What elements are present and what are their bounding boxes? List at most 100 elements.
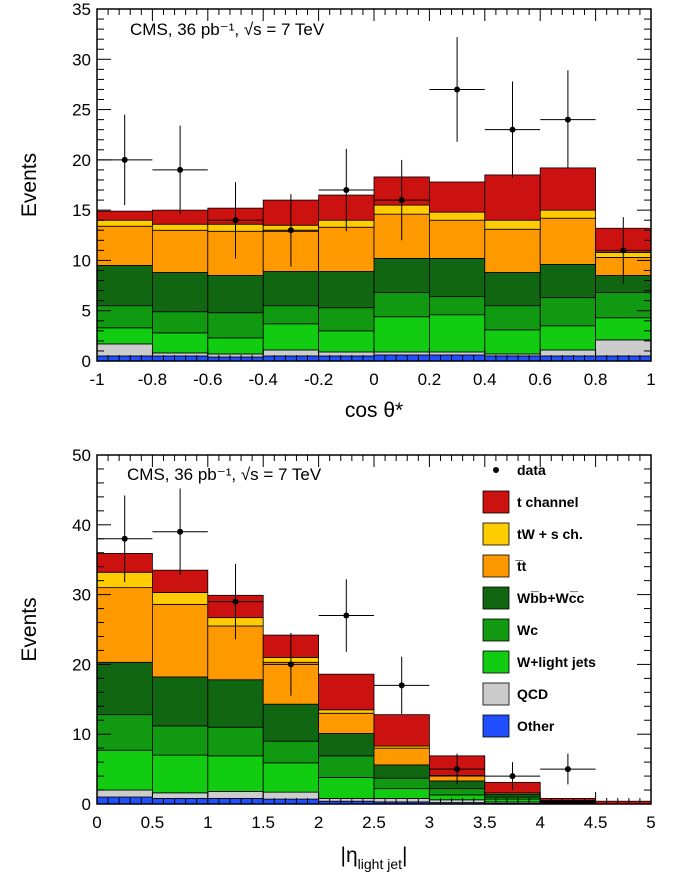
bar-wb-b-wc-c-bin-2 (207, 275, 264, 314)
bar-tw-s-ch-bin-1 (151, 223, 209, 231)
bar-w-light-jets-bin-5 (373, 316, 430, 353)
bar-wb-b-wc-c-bin-3 (262, 271, 320, 307)
bar-qcd-bin-1 (151, 352, 209, 357)
bar-tw-s-ch-bin-6 (428, 211, 486, 221)
bar-wb-b-wc-c-bin-1 (151, 272, 209, 313)
x-tick-label: -0.8 (138, 370, 167, 389)
data-point-4 (343, 187, 350, 194)
legend-swatch (482, 554, 510, 578)
bar-other-bin-6 (428, 354, 486, 362)
data-point-9 (620, 247, 627, 254)
legend-label: W+light jets (517, 654, 596, 670)
bar-other-bin-3 (262, 355, 320, 362)
x-axis-ticks: -1 -0.8 -0.6 -0.4 -0.2 0 0.2 0.4 0.6 0.8 1 (89, 9, 656, 389)
bar-wc-bin-8 (539, 297, 597, 327)
data-point-3 (287, 661, 294, 668)
legend-swatch (482, 682, 510, 706)
chart-top-cos-theta: -1 -0.8 -0.6 -0.4 -0.2 0 0.2 0.4 0.6 0.8 1 0 5 10 15 2… (18, 0, 656, 422)
bar-t-t-bin-1 (151, 229, 209, 273)
bar-other-bin-0 (96, 796, 153, 805)
y-tick-label: 35 (72, 0, 91, 19)
x-tick-label: 0.5 (141, 813, 165, 832)
bar-other-bin-9 (595, 355, 652, 362)
legend-label: Other (517, 718, 555, 734)
bar-wc-bin-4 (318, 755, 375, 778)
y-tick-label: 15 (72, 201, 91, 220)
y-axis-ticks: 0 5 10 15 20 25 30 35 (72, 0, 651, 371)
bar-wc-bin-0 (96, 305, 153, 329)
bar-wb-b-wc-c-bin-4 (318, 733, 375, 757)
bar-w-light-jets-bin-3 (262, 762, 320, 793)
legend-label: Wb̅b+Wc̅c (517, 590, 584, 606)
bar-wc-bin-2 (207, 312, 264, 339)
legend-marker-data (493, 467, 499, 473)
x-tick-label: 1 (646, 370, 655, 389)
bar-w-light-jets-bin-8 (539, 325, 597, 351)
bar-other-bin-0 (96, 355, 153, 362)
x-tick-label: 2.5 (362, 813, 386, 832)
y-tick-label: 20 (72, 655, 91, 674)
bar-qcd-bin-9 (595, 339, 652, 357)
legend-label: tW + s ch. (517, 526, 583, 542)
bar-wc-bin-1 (151, 311, 209, 334)
x-tick-label: 0.2 (418, 370, 442, 389)
bar-t-channel-bin-8 (539, 167, 597, 211)
x-tick-label: 5 (646, 813, 655, 832)
x-tick-label: -0.4 (249, 370, 278, 389)
x-axis-label-end: | (402, 844, 407, 867)
bar-qcd-bin-1 (151, 792, 209, 799)
data-points (97, 488, 596, 791)
x-tick-label: 2 (314, 813, 323, 832)
data-point-1 (177, 528, 184, 535)
bar-tw-s-ch-bin-0 (96, 219, 153, 227)
bar-qcd-bin-2 (207, 791, 264, 799)
bar-wb-b-wc-c-bin-0 (96, 661, 153, 716)
y-axis-label: Events (18, 153, 41, 217)
bar-qcd-bin-8 (539, 349, 597, 357)
bar-t-channel-bin-5 (373, 714, 430, 747)
legend-swatch (482, 522, 510, 546)
bar-t-t-bin-7 (484, 228, 541, 273)
legend-swatch (482, 586, 510, 610)
bar-w-light-jets-bin-6 (428, 314, 486, 353)
data-point-6 (454, 766, 461, 773)
bar-wc-bin-2 (207, 726, 264, 757)
data-point-7 (509, 773, 516, 780)
bar-other-bin-2 (207, 798, 264, 805)
x-axis-label: cos θ* (345, 399, 403, 422)
bar-t-t-bin-0 (96, 225, 153, 266)
x-axis-label-subscript: light jet (358, 856, 402, 872)
legend-swatch (482, 714, 510, 738)
bar-w-light-jets-bin-3 (262, 323, 320, 351)
bar-wc-bin-9 (595, 292, 652, 319)
bar-tw-s-ch-bin-7 (484, 219, 541, 230)
bar-wb-b-wc-c-bin-3 (262, 703, 320, 742)
legend-swatch (482, 490, 510, 514)
x-tick-label: 4 (535, 813, 544, 832)
bar-tw-s-ch-bin-1 (151, 592, 209, 605)
bar-wc-bin-0 (96, 714, 153, 751)
bar-t-t-bin-1 (151, 603, 209, 678)
bar-wb-b-wc-c-bin-8 (539, 264, 597, 299)
bar-w-light-jets-bin-1 (151, 754, 209, 794)
bar-w-light-jets-bin-4 (318, 330, 375, 353)
bar-tw-s-ch-bin-8 (539, 209, 597, 219)
data-point-8 (564, 116, 571, 123)
x-axis-label-main: |η (341, 844, 358, 867)
y-tick-label: 30 (72, 586, 91, 605)
x-tick-label: 0.8 (584, 370, 608, 389)
bar-wc-bin-6 (428, 296, 486, 316)
legend-label: t channel (517, 494, 578, 510)
y-tick-label: 0 (82, 352, 91, 371)
y-tick-label: 10 (72, 251, 91, 270)
legend: data t channel tW + s ch. t̅t Wb̅b+Wc̅c Wc W+l… (482, 462, 596, 738)
data-point-6 (454, 86, 461, 93)
legend-label: data (517, 462, 546, 478)
bar-wb-b-wc-c-bin-7 (484, 272, 541, 307)
experiment-annotation: CMS, 36 pb⁻¹, √s = 7 TeV (127, 465, 322, 484)
data-point-0 (121, 156, 128, 163)
data-point-2 (232, 598, 239, 605)
bar-wc-bin-4 (318, 307, 375, 332)
bar-wc-bin-5 (373, 777, 430, 790)
bar-t-channel-bin-7 (484, 174, 541, 221)
